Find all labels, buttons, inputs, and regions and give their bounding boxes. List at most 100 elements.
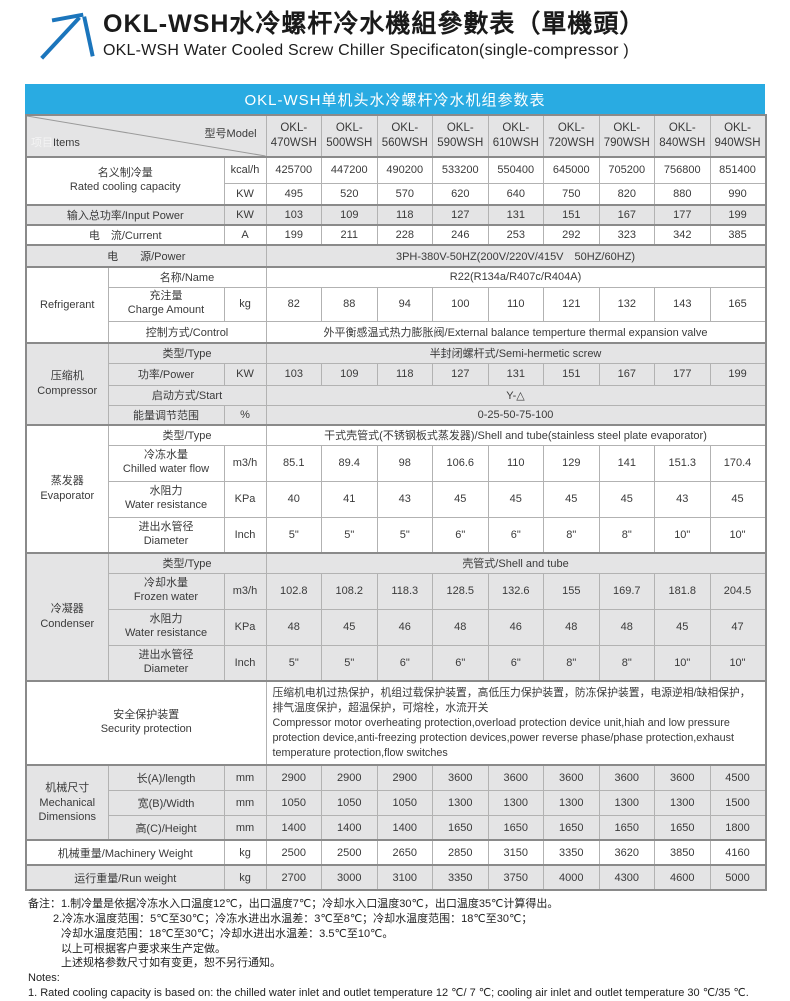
security-text-zh: 压缩机电机过热保护，机组过载保护装置，高低压力保护装置，防冻保护装置，电源逆相/…: [272, 687, 751, 714]
row-evap-diameter: 进出水管径 Diameter Inch 5" 5" 5" 6" 6" 8" 8" 10" 10": [26, 516, 767, 554]
spec-value-cell: 3620: [598, 839, 656, 866]
spec-value-cell: 2500: [321, 839, 378, 866]
spec-value-cell: 1650: [543, 814, 600, 841]
spec-value-cell: 132.6: [487, 572, 545, 610]
spec-value-cell: 4160: [709, 839, 767, 866]
model-header-cell: OKL- 790WSH: [598, 114, 656, 158]
model-header-cell: OKL- 940WSH: [709, 114, 767, 158]
spec-value-cell: 131: [487, 362, 545, 386]
spec-value-cell: 2500: [265, 839, 323, 866]
spec-value-cell: 1050: [376, 789, 434, 816]
spec-value-cell: 4500: [709, 764, 767, 791]
spec-value-cell: 45: [432, 480, 489, 518]
row-label: 冷却水量 Frozen water: [107, 572, 225, 610]
model-label: 型号Model: [204, 128, 257, 140]
merged-value-cell: 0-25-50-75-100: [265, 404, 767, 426]
spec-value-cell: 5": [321, 644, 378, 682]
row-label: 充注量 Charge Amount: [107, 286, 225, 322]
section-label-condenser: 冷凝器 Condenser: [25, 552, 109, 682]
spec-value-cell: 211: [321, 224, 378, 246]
spec-value-cell: 4000: [543, 864, 600, 891]
row-height: 高(C)/Height mm 1400 1400 1400 1650 1650 1650 1…: [26, 814, 767, 841]
spec-value-cell: 151: [543, 362, 600, 386]
spec-value-cell: 550400: [487, 156, 545, 184]
spec-value-cell: 88: [321, 286, 378, 322]
notes-block: 备注：1.制冷量是依据冷冻水入口温度12℃，出口温度7℃；冷却水入口温度30℃，…: [28, 897, 762, 1000]
spec-value-cell: 127: [432, 204, 489, 226]
row-label: 水阻力 Water resistance: [107, 608, 225, 646]
spec-value-cell: 45: [487, 480, 545, 518]
spec-value-cell: 3000: [321, 864, 378, 891]
spec-value-cell: 1650: [487, 814, 545, 841]
model-header-cell: OKL- 610WSH: [487, 114, 545, 158]
section-label-dimensions: 机械尺寸 Mechanical Dimensions: [25, 764, 109, 841]
spec-value-cell: 533200: [432, 156, 489, 184]
spec-value-cell: 1400: [321, 814, 378, 841]
spec-value-cell: 167: [598, 204, 656, 226]
spec-value-cell: 620: [432, 182, 489, 206]
row-label: 长(A)/length: [107, 764, 225, 791]
section-label-refrigerant: Refrigerant: [25, 266, 109, 344]
row-label: 电 流/Current: [25, 224, 225, 246]
arrow-up-right-icon: [40, 12, 95, 60]
merged-value-cell: 半封闭螺杆式/Semi-hermetic screw: [265, 342, 767, 364]
spec-value-cell: 2650: [376, 839, 434, 866]
spec-value-cell: 165: [709, 286, 767, 322]
spec-value-cell: 167: [598, 362, 656, 386]
model-header-cell: OKL- 840WSH: [654, 114, 711, 158]
row-machinery-weight: 机械重量/Machinery Weight kg 2500 2500 2650 285…: [25, 839, 767, 866]
spec-value-cell: 199: [265, 224, 323, 246]
spec-value-cell: 750: [543, 182, 600, 206]
spec-value-cell: 495: [265, 182, 323, 206]
spec-value-cell: 151.3: [654, 444, 711, 482]
spec-value-cell: 169.7: [598, 572, 656, 610]
spec-value-cell: 45: [654, 608, 711, 646]
spec-value-cell: 128.5: [432, 572, 489, 610]
spec-value-cell: 143: [654, 286, 711, 322]
spec-value-cell: 1650: [654, 814, 711, 841]
table-title-banner: OKL-WSH单机头水冷螺杆冷水机组参数表: [25, 84, 765, 114]
spec-value-cell: 5": [265, 516, 323, 554]
note-line: 冷却水温度范围：18℃至30℃；冷却水进出水温差：3.5℃至10℃。: [61, 927, 394, 940]
spec-value-cell: 570: [376, 182, 434, 206]
spec-value-cell: 5": [265, 644, 323, 682]
spec-value-cell: 127: [432, 362, 489, 386]
spec-value-cell: 246: [432, 224, 489, 246]
unit-cell: Inch: [223, 516, 267, 554]
row-run-weight: 运行重量/Run weight kg 2700 3000 3100 3350 3750 4…: [25, 864, 767, 891]
row-cond-water-resistance: 水阻力 Water resistance KPa 48 45 46 48 46 48 48 4…: [26, 608, 767, 646]
row-compressor-type: 压缩机 Compressor 类型/Type 半封闭螺杆式/Semi-herme…: [25, 342, 767, 426]
row-security-protection: 安全保护装置 Security protection 压缩机电机过热保护，机组过…: [25, 679, 767, 766]
spec-value-cell: 10": [654, 644, 711, 682]
spec-value-cell: 155: [543, 572, 600, 610]
model-header-row: 项目Items 型号Model OKL- 470WSH OKL- 500WSH OK…: [25, 114, 767, 158]
spec-value-cell: 1800: [709, 814, 767, 841]
spec-value-cell: 118.3: [376, 572, 434, 610]
note-line: 2.冷冻水温度范围：5℃至30℃；冷冻水进出水温差：3℃至8℃；冷却水温度范围：…: [53, 913, 533, 926]
row-cond-diameter: 进出水管径 Diameter Inch 5" 5" 6" 6" 6" 8" 8" 10" 10": [26, 644, 767, 682]
spec-value-cell: 3600: [432, 764, 489, 791]
spec-value-cell: 385: [709, 224, 767, 246]
row-width: 宽(B)/Width mm 1050 1050 1050 1300 1300 1300 13…: [26, 789, 767, 816]
spec-value-cell: 45: [598, 480, 656, 518]
merged-value-cell: 外平衡感温式热力膨胀阀/External balance temperture …: [265, 320, 767, 344]
row-label: 进出水管径 Diameter: [107, 516, 225, 554]
spec-value-cell: 45: [543, 480, 600, 518]
spec-value-cell: 10": [709, 644, 767, 682]
spec-value-cell: 1300: [432, 789, 489, 816]
model-header-cell: OKL- 500WSH: [321, 114, 378, 158]
unit-cell: m3/h: [223, 444, 267, 482]
spec-value-cell: 102.8: [265, 572, 323, 610]
spec-value-cell: 323: [598, 224, 656, 246]
page-subtitle: OKL-WSH Water Cooled Screw Chiller Speci…: [103, 41, 629, 59]
spec-value-cell: 40: [265, 480, 323, 518]
spec-value-cell: 5": [321, 516, 378, 554]
spec-value-cell: 520: [321, 182, 378, 206]
unit-cell: KW: [223, 204, 267, 226]
note-line: 备注：1.制冷量是依据冷冻水入口温度12℃，出口温度7℃；冷却水入口温度30℃，…: [28, 898, 559, 911]
unit-cell: kcal/h: [223, 156, 267, 184]
spec-value-cell: 181.8: [654, 572, 711, 610]
spec-value-cell: 151: [543, 204, 600, 226]
spec-value-cell: 118: [376, 204, 434, 226]
unit-cell: %: [223, 404, 267, 426]
